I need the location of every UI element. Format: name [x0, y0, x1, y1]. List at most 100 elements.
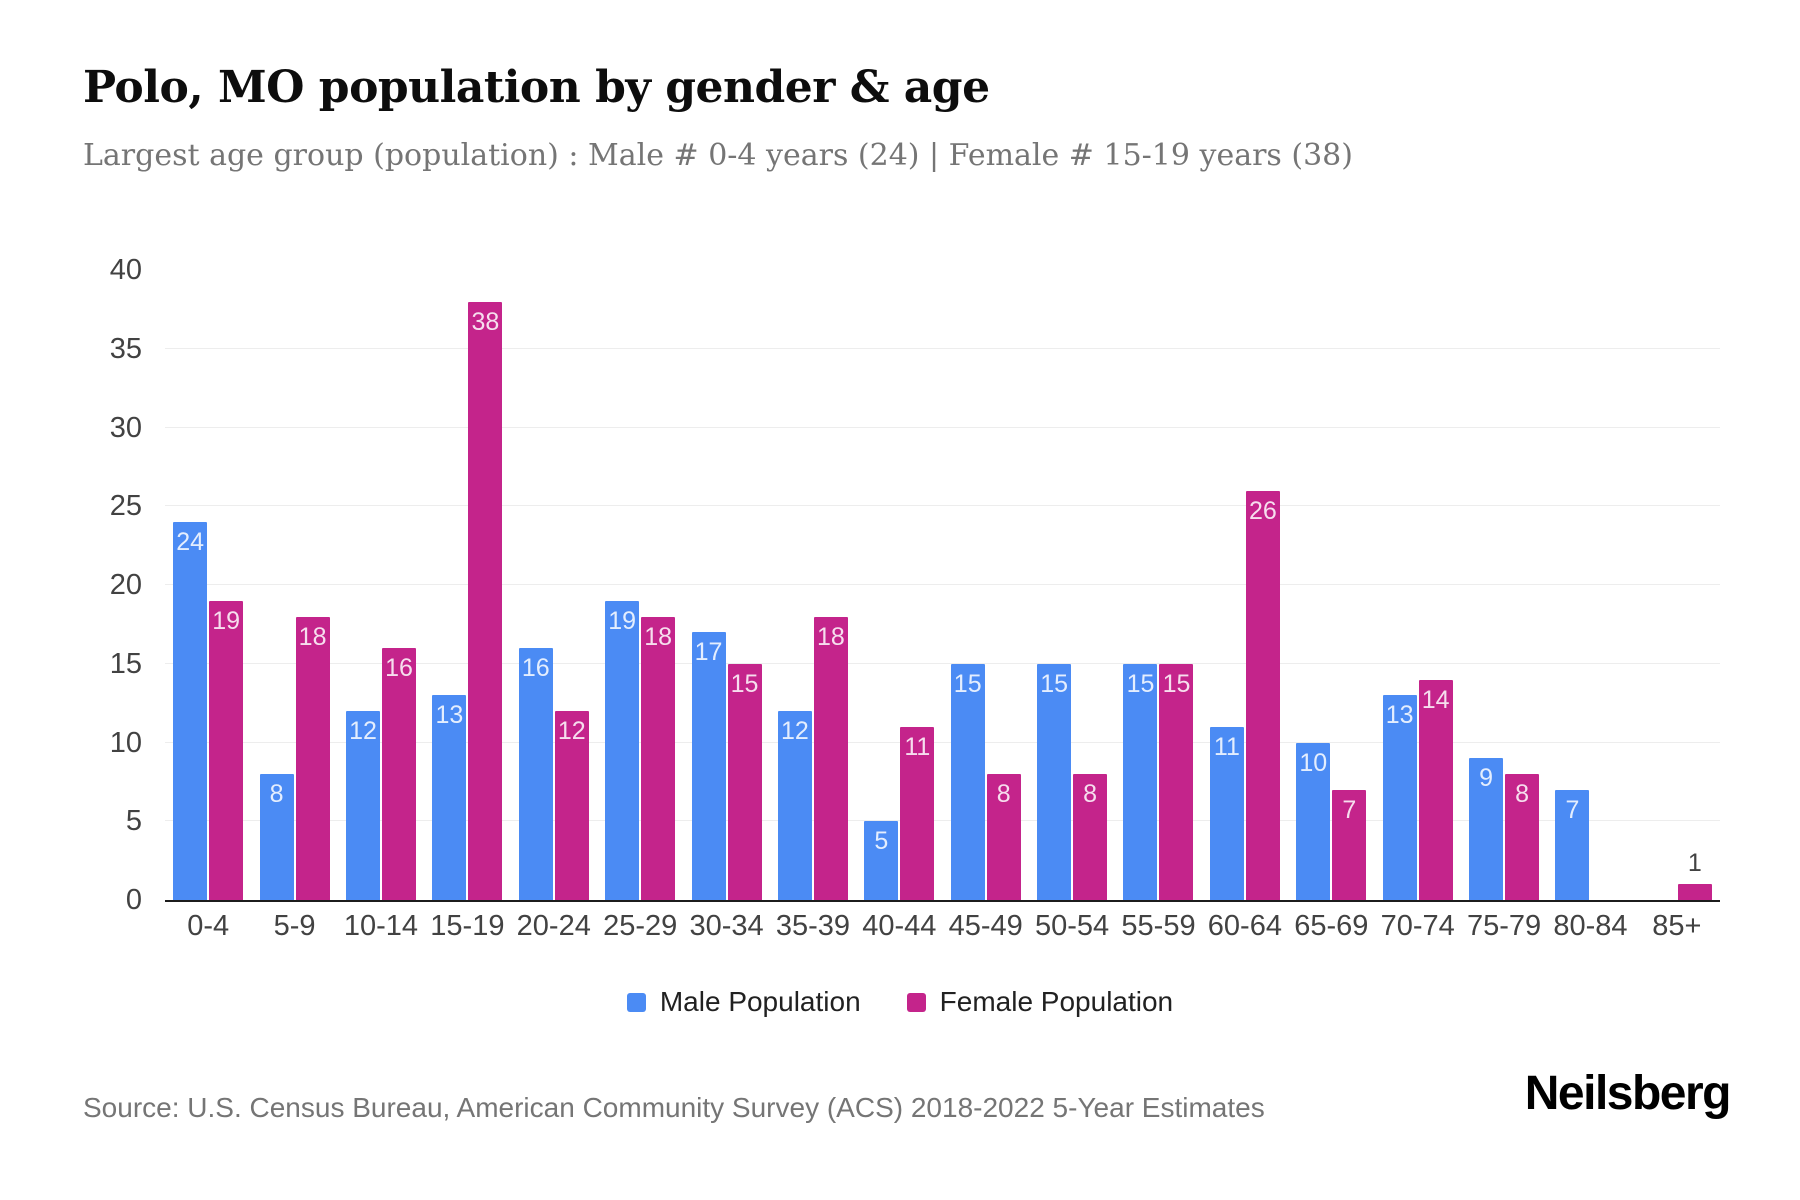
y-tick-label: 5 — [125, 805, 142, 838]
bar-female-35-39[interactable]: 18 — [813, 616, 848, 900]
bar-female-75-79[interactable]: 8 — [1505, 774, 1540, 900]
bar-value-label: 14 — [1421, 685, 1450, 714]
x-tick-label: 60-64 — [1207, 910, 1282, 942]
bar-male-55-59[interactable]: 15 — [1123, 663, 1158, 900]
bar-female-85+[interactable]: 1 — [1677, 849, 1712, 900]
bar-value-label: 17 — [694, 638, 723, 667]
bar-value-label: 15 — [1040, 669, 1068, 698]
bar-female-45-49[interactable]: 8 — [986, 774, 1021, 900]
female-series-swatch-icon — [906, 992, 926, 1012]
plot-area: 24 19 8 18 12 16 13 38 16 12 19 18 17 15 12 18 5 11 15 8 15 8… — [165, 270, 1720, 902]
bar-group: 12 18 — [770, 270, 856, 900]
bar-female-65-69[interactable]: 7 — [1332, 789, 1367, 900]
x-tick-label: 55-59 — [1121, 910, 1196, 942]
bar-male-5-9[interactable]: 8 — [259, 774, 294, 900]
bar-male-70-74[interactable]: 13 — [1382, 695, 1417, 900]
chart-title: Polo, MO population by gender & age — [83, 62, 990, 113]
bar-female-10-14[interactable]: 16 — [381, 648, 416, 900]
bar-male-30-34[interactable]: 17 — [691, 632, 726, 900]
legend: Male Population Female Population — [0, 986, 1800, 1018]
x-tick-label: 85+ — [1652, 910, 1702, 942]
gridline — [165, 505, 1720, 507]
gridline — [165, 662, 1720, 664]
bar-value-label: 1 — [1687, 849, 1702, 878]
bar-female-60-64[interactable]: 26 — [1245, 490, 1280, 900]
bar-female-50-54[interactable]: 8 — [1073, 774, 1108, 900]
x-tick-label: 0-4 — [187, 910, 230, 942]
bar-value-label: 10 — [1299, 748, 1328, 777]
bar-female-20-24[interactable]: 12 — [554, 711, 589, 900]
bar-group: 13 14 — [1374, 270, 1460, 900]
x-tick-label: 65-69 — [1294, 910, 1369, 942]
x-tick-label: 75-79 — [1466, 910, 1542, 942]
bar-value-label: 18 — [298, 622, 327, 651]
bar-male-20-24[interactable]: 16 — [518, 648, 553, 900]
bar-male-45-49[interactable]: 15 — [950, 663, 985, 900]
bar-value-label: 18 — [644, 622, 673, 651]
bar-male-25-29[interactable]: 19 — [605, 600, 640, 900]
bar-group: 10 7 — [1288, 270, 1374, 900]
x-axis: 0-4 5-9 10-14 15-19 20-24 25-29 30-34 35-39 40-4… — [165, 910, 1720, 943]
bar-value-label: 15 — [1162, 669, 1191, 698]
chart-subtitle: Largest age group (population) : Male # … — [83, 138, 1353, 173]
bar-group: 8 18 — [251, 270, 337, 900]
bar-group: 13 38 — [424, 270, 510, 900]
bar-male-10-14[interactable]: 12 — [345, 711, 380, 900]
gridline — [165, 426, 1720, 428]
bar-female-70-74[interactable]: 14 — [1418, 679, 1453, 900]
bar-group: 1 — [1634, 270, 1720, 900]
bar-value-label: 8 — [1083, 780, 1098, 808]
bar-value-label: 12 — [349, 717, 377, 745]
y-tick-label: 15 — [109, 647, 142, 680]
bar-male-40-44[interactable]: 5 — [864, 821, 899, 900]
bar-group: 16 12 — [511, 270, 597, 900]
bar-male-35-39[interactable]: 12 — [777, 711, 812, 900]
bar-male-80-84[interactable]: 7 — [1555, 789, 1590, 900]
x-tick-label: 15-19 — [430, 910, 505, 942]
bar-value-label: 8 — [996, 780, 1011, 808]
bar-male-0-4[interactable]: 24 — [173, 522, 208, 900]
gridline — [165, 584, 1720, 585]
bar-value-label: 11 — [904, 732, 931, 761]
bar-group: 24 19 — [165, 270, 251, 900]
legend-label-female: Female Population — [939, 986, 1174, 1017]
y-tick-label: 20 — [109, 569, 142, 601]
y-tick-label: 0 — [125, 884, 142, 916]
bar-value-label: 15 — [953, 669, 982, 698]
y-tick-label: 10 — [109, 726, 142, 759]
bar-female-15-19[interactable]: 38 — [468, 301, 503, 900]
bar-value-label: 38 — [471, 307, 500, 336]
bar-group: 15 8 — [943, 270, 1029, 900]
bar-value-label: 7 — [1565, 795, 1580, 824]
y-axis: 0 5 10 15 20 25 30 35 40 — [0, 255, 142, 915]
bar-female-5-9[interactable]: 18 — [295, 616, 330, 900]
bar-female-0-4[interactable]: 19 — [209, 600, 244, 900]
bar-value-label: 11 — [1213, 732, 1240, 761]
bar-male-50-54[interactable]: 15 — [1037, 663, 1072, 900]
y-tick-label: 30 — [109, 411, 142, 444]
legend-item-female[interactable]: Female Population — [906, 986, 1174, 1018]
bar-group: 11 26 — [1202, 270, 1288, 900]
x-tick-label: 5-9 — [273, 910, 316, 942]
legend-item-male[interactable]: Male Population — [626, 986, 861, 1018]
bar-value-label: 7 — [1342, 795, 1357, 824]
bar-value-label: 12 — [557, 717, 586, 745]
bar-female-25-29[interactable]: 18 — [641, 616, 676, 900]
gridline — [165, 347, 1720, 349]
bar-male-60-64[interactable]: 11 — [1209, 726, 1244, 900]
x-tick-label: 30-34 — [689, 910, 764, 942]
bar-male-65-69[interactable]: 10 — [1296, 742, 1331, 900]
bar-male-75-79[interactable]: 9 — [1469, 758, 1504, 900]
bar-group: 7 — [1547, 270, 1633, 900]
bar-group: 19 18 — [597, 270, 683, 900]
bar-male-15-19[interactable]: 13 — [432, 695, 467, 900]
bar-female-40-44[interactable]: 11 — [900, 726, 935, 900]
bar-female-55-59[interactable]: 15 — [1159, 663, 1194, 900]
x-tick-label: 40-44 — [862, 910, 937, 942]
bar-group: 5 11 — [856, 270, 942, 900]
bar-group: 15 15 — [1115, 270, 1201, 900]
bar-value-label: 9 — [1479, 764, 1493, 793]
bar-value-label: 12 — [781, 717, 809, 745]
y-tick-label: 25 — [109, 490, 142, 523]
bar-female-30-34[interactable]: 15 — [727, 663, 762, 900]
